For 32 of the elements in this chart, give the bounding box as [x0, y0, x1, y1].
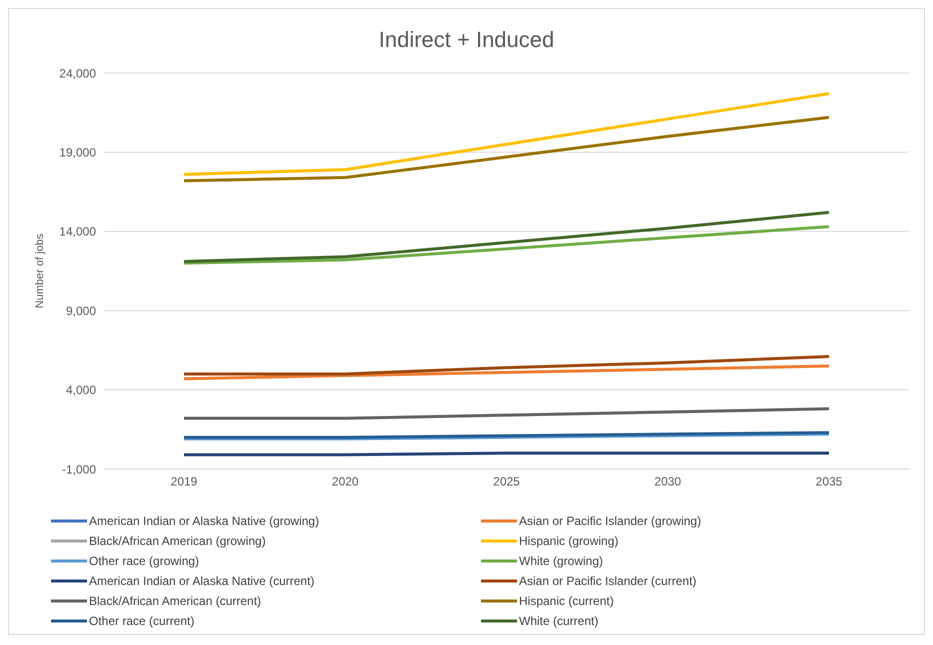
legend-label: Hispanic (growing): [519, 534, 618, 548]
legend-label: American Indian or Alaska Native (current): [89, 574, 314, 588]
y-tick-label: -1,000: [62, 462, 96, 476]
line-series: [182, 364, 830, 380]
legend-label: Hispanic (current): [519, 594, 614, 608]
x-tick-label: 2019: [170, 474, 198, 489]
y-tick-label: 19,000: [59, 145, 96, 160]
line-series: [182, 407, 830, 420]
legend-label: Black/African American (growing): [89, 534, 266, 548]
line-series: [182, 116, 830, 182]
legend-label: Asian or Pacific Islander (current): [519, 574, 696, 588]
chart-title: Indirect + Induced: [378, 26, 556, 54]
legend-label: Other race (current): [89, 614, 194, 628]
line-series: [182, 210, 830, 263]
legend-label: Asian or Pacific Islander (growing): [519, 514, 702, 528]
x-tick-label: 2025: [493, 474, 520, 489]
legend-label: White (current): [519, 614, 598, 628]
x-tick-label: 2030: [654, 474, 682, 489]
legend-label: Black/African American (current): [89, 594, 262, 608]
x-tick-label: 2035: [816, 474, 843, 489]
y-tick-label: 24,000: [59, 66, 96, 80]
x-tick-label: 2020: [332, 474, 359, 489]
legend-label: American Indian or Alaska Native (growing): [89, 514, 320, 528]
y-tick-label: 14,000: [59, 224, 96, 239]
legend-label: Other race (growing): [89, 554, 200, 568]
y-tick-label: 9,000: [66, 304, 96, 318]
y-tick-label: 4,000: [66, 383, 96, 398]
y-axis-title: Number of jobs: [34, 233, 46, 308]
legend-label: White (growing): [519, 554, 604, 568]
line-series: [182, 355, 830, 376]
line-series: [182, 225, 830, 265]
line-series: [182, 92, 830, 176]
